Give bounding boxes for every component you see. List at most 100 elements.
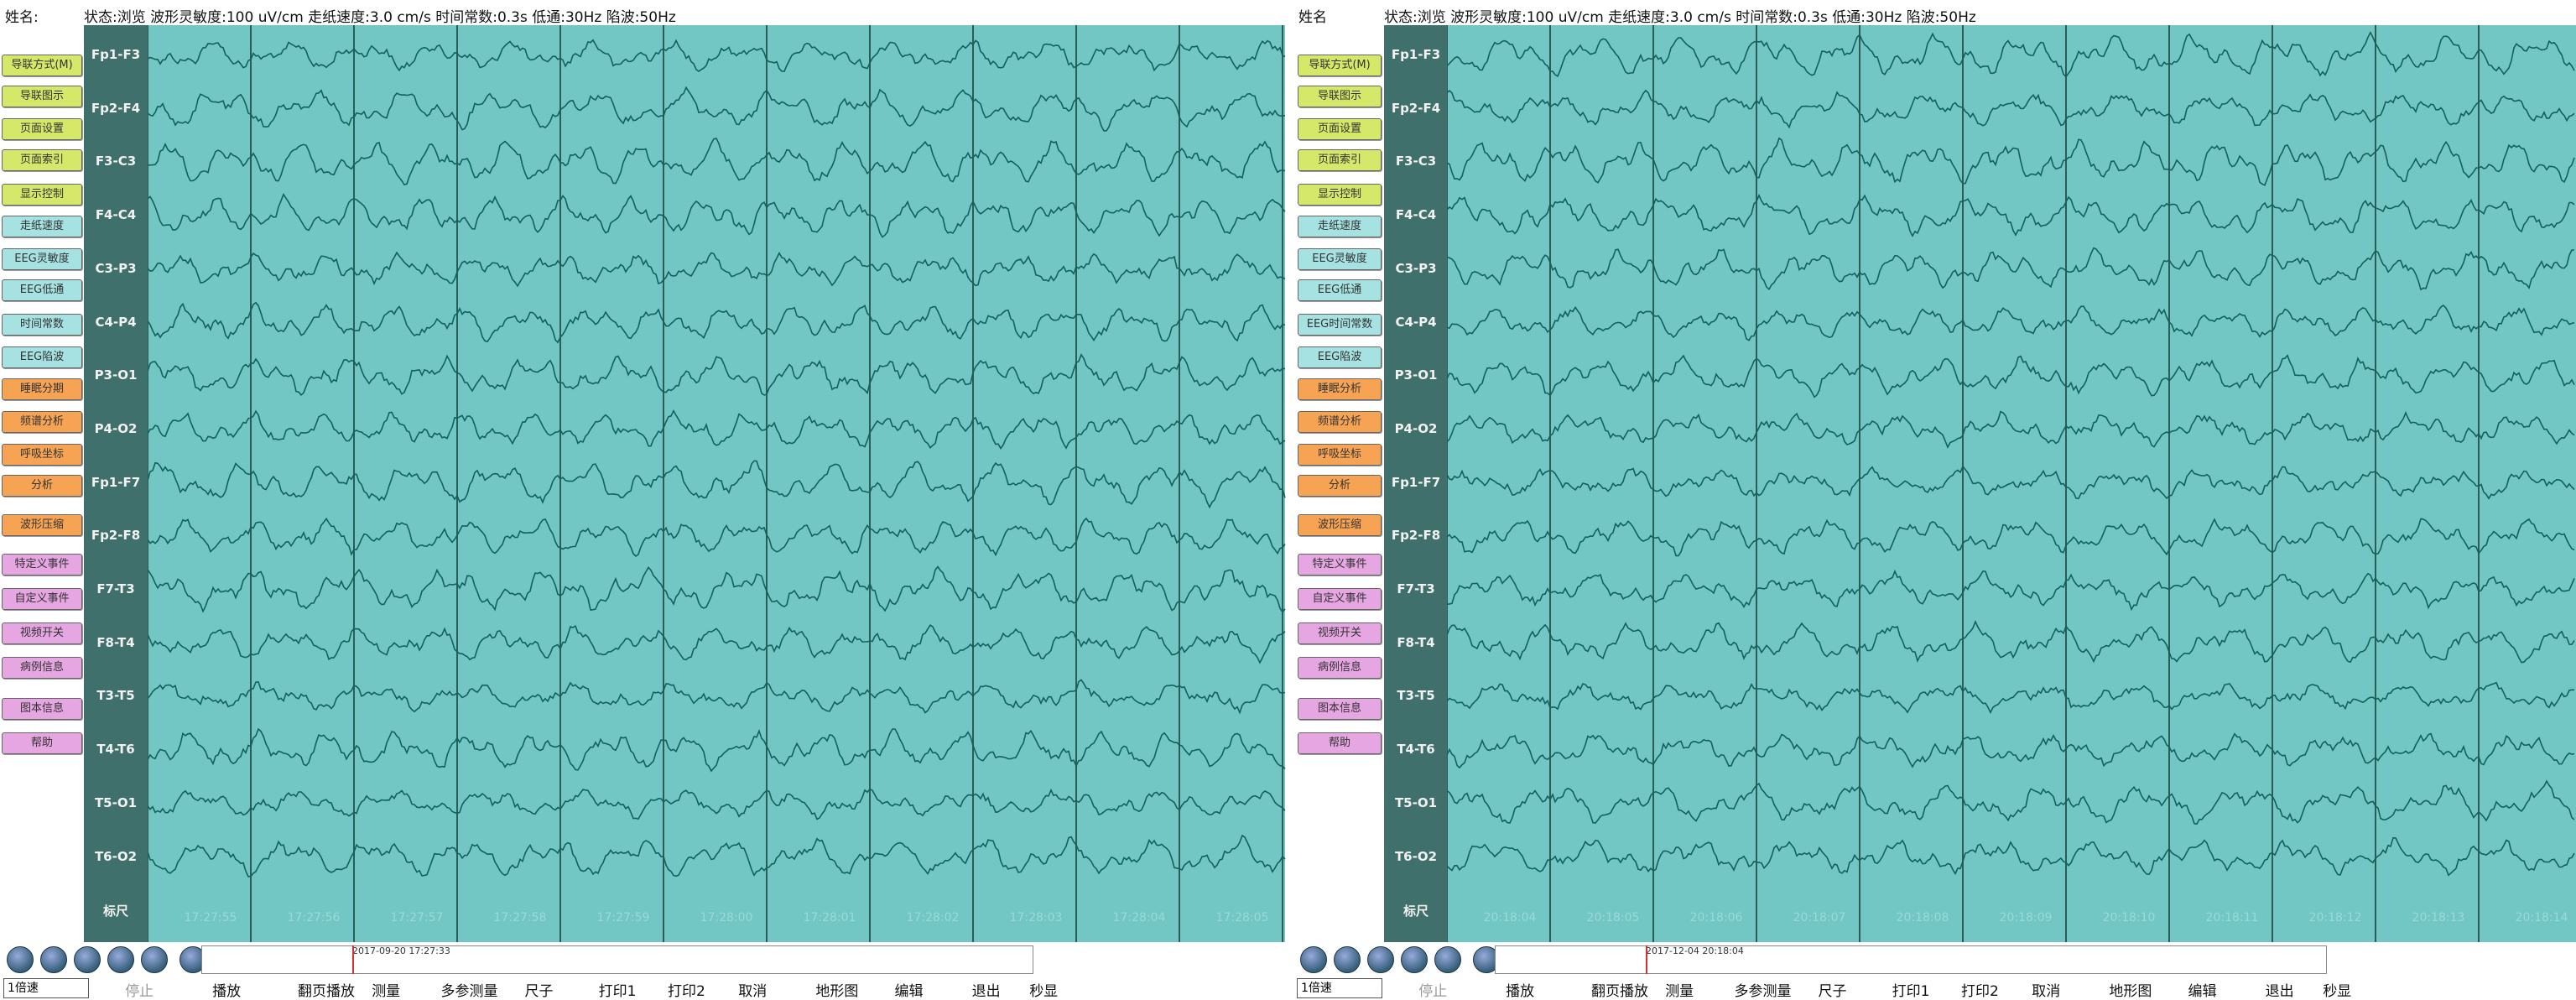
toolbar-button[interactable]: 多参测量	[1734, 983, 1792, 1000]
side-button[interactable]: 呼吸坐标	[2, 444, 82, 466]
time-label: 20:18:11	[2206, 911, 2259, 924]
toolbar-button[interactable]: 测量	[372, 983, 401, 1000]
side-button[interactable]: 频谱分析	[1298, 411, 1382, 433]
side-button[interactable]: 呼吸坐标	[1298, 444, 1382, 466]
side-button[interactable]: 页面设置	[2, 118, 82, 140]
toolbar-button[interactable]: 翻页播放	[1591, 983, 1648, 1000]
side-button[interactable]: 波形压缩	[2, 514, 82, 536]
toolbar-button[interactable]: 停止	[125, 983, 154, 1000]
toolbar-button[interactable]: 编辑	[894, 983, 924, 1000]
channel-label: Fp1-F3	[91, 47, 141, 62]
toolbar-button[interactable]: 地形图	[2109, 983, 2152, 1000]
side-button[interactable]: 病例信息	[2, 657, 82, 679]
side-button[interactable]: 导联图示	[2, 86, 82, 107]
channel-label: 标尺	[102, 904, 128, 919]
eeg-trace	[147, 623, 1286, 664]
toolbar-button[interactable]: 尺子	[1818, 983, 1847, 1000]
side-button[interactable]: 页面设置	[1298, 118, 1382, 140]
side-button[interactable]: 显示控制	[2, 184, 82, 206]
side-button[interactable]: 图本信息	[2, 698, 82, 720]
eeg-trace	[147, 251, 1286, 288]
side-button[interactable]: 自定义事件	[1298, 588, 1382, 610]
side-button[interactable]: EEG灵敏度	[2, 248, 82, 270]
time-label: 20:18:08	[1897, 911, 1949, 924]
side-button[interactable]: 频谱分析	[2, 411, 82, 433]
toolbar-button[interactable]: 退出	[971, 983, 1001, 1000]
side-button[interactable]: 走纸速度	[2, 216, 82, 237]
toolbar-button[interactable]: 秒显	[2323, 983, 2352, 1000]
side-button[interactable]: 分析	[2, 475, 82, 497]
channel-label: C4-P4	[1395, 314, 1437, 330]
channel-label: T5-O1	[1394, 794, 1438, 810]
side-button[interactable]: 帮助	[1298, 732, 1382, 754]
toolbar-button[interactable]: 播放	[1506, 983, 1535, 1000]
side-button[interactable]: 走纸速度	[1298, 216, 1382, 237]
toolbar-button[interactable]: 翻页播放	[298, 983, 355, 1000]
eeg-trace	[1446, 304, 2575, 341]
nav-icon[interactable]	[1401, 946, 1428, 973]
side-button[interactable]: 特定义事件	[1298, 554, 1382, 576]
side-button[interactable]: EEG低通	[2, 279, 82, 301]
time-label: 17:28:00	[700, 911, 753, 924]
channel-label: Fp2-F8	[91, 528, 141, 544]
nav-icon[interactable]	[40, 946, 67, 973]
nav-icon[interactable]	[7, 946, 34, 973]
timestamp: 2017-09-20 17:27:33	[352, 945, 450, 956]
time-label: 17:28:03	[1010, 911, 1063, 924]
eeg-trace	[147, 138, 1286, 186]
side-button[interactable]: EEG陷波	[1298, 346, 1382, 368]
side-button[interactable]: 图本信息	[1298, 698, 1382, 720]
side-button[interactable]: 视频开关	[1298, 622, 1382, 644]
side-button[interactable]: 导联方式(M)	[2, 55, 82, 76]
side-button[interactable]: 帮助	[2, 732, 82, 754]
eeg-trace	[147, 727, 1286, 773]
toolbar-button[interactable]: 停止	[1418, 983, 1448, 1000]
side-button[interactable]: 页面索引	[2, 149, 82, 171]
side-button[interactable]: 视频开关	[2, 622, 82, 644]
nav-icon[interactable]	[141, 946, 168, 973]
toolbar-button[interactable]: 打印2	[1961, 983, 1999, 1000]
side-button[interactable]: 特定义事件	[2, 554, 82, 576]
toolbar-button[interactable]: 秒显	[1029, 983, 1059, 1000]
toolbar-button[interactable]: 多参测量	[440, 983, 498, 1000]
toolbar-button[interactable]: 打印1	[598, 983, 637, 1000]
side-button[interactable]: 自定义事件	[2, 588, 82, 610]
side-button[interactable]: 睡眠分期	[2, 378, 82, 400]
side-button[interactable]: 导联方式(M)	[1298, 55, 1382, 76]
toolbar-button[interactable]: 打印2	[668, 983, 705, 1000]
eeg-trace	[147, 353, 1286, 396]
toolbar-button[interactable]: 测量	[1665, 983, 1694, 1000]
nav-icon[interactable]	[1434, 946, 1461, 973]
time-label: 17:28:02	[907, 911, 960, 924]
toolbar-button[interactable]: 尺子	[524, 983, 554, 1000]
nav-icon[interactable]	[1367, 946, 1394, 973]
side-button[interactable]: EEG低通	[1298, 279, 1382, 301]
toolbar-button[interactable]: 播放	[212, 983, 242, 1000]
side-button[interactable]: EEG灵敏度	[1298, 248, 1382, 270]
side-button[interactable]: EEG陷波	[2, 346, 82, 368]
channel-label: P4-O2	[1394, 420, 1438, 436]
side-button[interactable]: 波形压缩	[1298, 514, 1382, 536]
side-button[interactable]: EEG时间常数	[1298, 314, 1382, 336]
toolbar-button[interactable]: 退出	[2265, 983, 2294, 1000]
channel-label: P4-O2	[94, 420, 138, 436]
nav-icon[interactable]	[74, 946, 101, 973]
toolbar-button[interactable]: 取消	[738, 983, 768, 1000]
speed-select[interactable]: 1倍速	[1297, 978, 1382, 998]
side-button[interactable]: 页面索引	[1298, 149, 1382, 171]
toolbar-button[interactable]: 打印1	[1892, 983, 1930, 1000]
channel-label: T3-T5	[1397, 688, 1435, 704]
nav-icon[interactable]	[1334, 946, 1361, 973]
nav-icon[interactable]	[1300, 946, 1327, 973]
side-button[interactable]: 睡眠分析	[1298, 378, 1382, 400]
toolbar-button[interactable]: 编辑	[2188, 983, 2217, 1000]
side-button[interactable]: 分析	[1298, 475, 1382, 497]
side-button[interactable]: 导联图示	[1298, 86, 1382, 107]
nav-icon[interactable]	[107, 946, 134, 973]
toolbar-button[interactable]: 取消	[2032, 983, 2061, 1000]
side-button[interactable]: 时间常数	[2, 314, 82, 336]
speed-select[interactable]: 1倍速	[3, 978, 89, 998]
toolbar-button[interactable]: 地形图	[815, 983, 859, 1000]
side-button[interactable]: 显示控制	[1298, 184, 1382, 206]
side-button[interactable]: 病例信息	[1298, 657, 1382, 679]
